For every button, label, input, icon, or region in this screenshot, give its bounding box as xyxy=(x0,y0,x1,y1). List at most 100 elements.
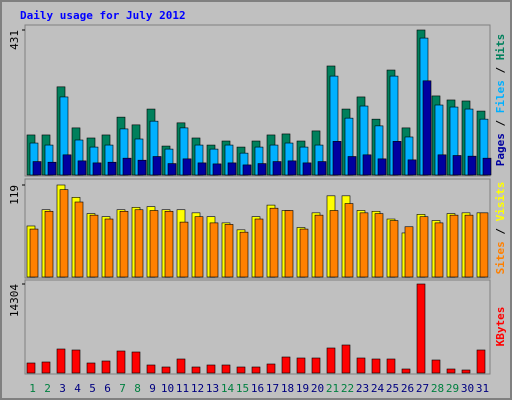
bar xyxy=(326,347,336,374)
bar xyxy=(197,162,207,176)
bar xyxy=(92,162,102,176)
legend-entry: Sites xyxy=(494,241,507,274)
legend-entry: Visits xyxy=(494,182,507,222)
bar xyxy=(224,224,234,278)
bar xyxy=(62,154,72,176)
bar xyxy=(371,358,381,374)
bar xyxy=(137,159,147,176)
x-tick-label: 17 xyxy=(266,382,279,395)
x-tick-label: 16 xyxy=(251,382,264,395)
bar xyxy=(74,201,84,278)
bar xyxy=(131,351,141,374)
bar xyxy=(89,214,99,278)
x-tick-label: 30 xyxy=(461,382,474,395)
bar xyxy=(152,156,162,176)
bar xyxy=(194,216,204,278)
bar xyxy=(44,210,54,278)
bar xyxy=(251,366,261,374)
bar xyxy=(167,163,177,176)
x-tick-label: 10 xyxy=(161,382,174,395)
x-tick-label: 9 xyxy=(149,382,156,395)
x-tick-label: 26 xyxy=(401,382,414,395)
x-tick-label: 25 xyxy=(386,382,399,395)
bar xyxy=(272,161,282,176)
bar xyxy=(464,214,474,278)
bar xyxy=(452,155,462,176)
bar xyxy=(341,344,351,374)
bar xyxy=(209,222,219,278)
x-tick-label: 14 xyxy=(221,382,235,395)
x-tick-label: 21 xyxy=(326,382,339,395)
x-tick-label: 3 xyxy=(59,382,66,395)
x-tick-label: 28 xyxy=(431,382,444,395)
bar xyxy=(476,349,486,374)
bar xyxy=(107,161,117,176)
legend-entry: Pages xyxy=(494,133,507,166)
bar xyxy=(404,226,414,278)
x-tick-label: 11 xyxy=(176,382,189,395)
legend-entry: Hits xyxy=(494,34,507,61)
x-tick-label: 4 xyxy=(74,382,81,395)
bar xyxy=(419,216,429,278)
bar xyxy=(104,218,114,278)
bar xyxy=(314,214,324,278)
legend-entry: Files xyxy=(494,80,507,113)
bar xyxy=(269,207,279,278)
bar xyxy=(329,210,339,278)
x-tick-label: 1 xyxy=(29,382,36,395)
x-tick-label: 7 xyxy=(119,382,126,395)
legend: Sites / Visits xyxy=(494,182,507,275)
x-tick-label: 8 xyxy=(134,382,141,395)
bar xyxy=(146,364,156,374)
bar xyxy=(242,164,252,176)
panel xyxy=(24,279,491,375)
bar xyxy=(362,154,372,176)
bar xyxy=(236,366,246,374)
bar xyxy=(284,210,294,278)
bar xyxy=(281,356,291,374)
x-tick-label: 6 xyxy=(104,382,111,395)
bar xyxy=(161,366,171,374)
y-tick-label: 119 xyxy=(8,185,21,205)
bar xyxy=(434,222,444,278)
bar xyxy=(227,162,237,176)
bar xyxy=(32,161,42,176)
chart-title: Daily usage for July 2012 xyxy=(20,9,186,22)
legend-entry: KBytes xyxy=(494,307,507,347)
bar xyxy=(176,358,186,374)
bar xyxy=(77,160,87,176)
bar xyxy=(71,349,81,374)
bar xyxy=(296,357,306,374)
legend-separator: / xyxy=(494,113,507,133)
bar xyxy=(389,220,399,278)
legend: KBytes xyxy=(494,307,507,347)
bar xyxy=(431,359,441,374)
x-tick-label: 12 xyxy=(191,382,204,395)
x-tick-label: 20 xyxy=(311,382,324,395)
bar xyxy=(134,209,144,278)
bar xyxy=(26,362,36,374)
bar xyxy=(422,80,432,176)
legend-separator: / xyxy=(494,221,507,241)
x-tick-label: 23 xyxy=(356,382,369,395)
bar xyxy=(401,368,411,374)
bar xyxy=(164,210,174,278)
x-tick-label: 27 xyxy=(416,382,429,395)
x-tick-label: 2 xyxy=(44,382,51,395)
bar xyxy=(206,364,216,374)
bar xyxy=(479,212,489,278)
bar xyxy=(467,155,477,176)
bar xyxy=(407,159,417,176)
bar xyxy=(47,161,57,176)
bar xyxy=(332,141,342,176)
x-tick-label: 5 xyxy=(89,382,96,395)
bar xyxy=(302,162,312,176)
bar xyxy=(59,189,69,278)
x-tick-label: 29 xyxy=(446,382,459,395)
bar xyxy=(311,357,321,374)
x-tick-label: 18 xyxy=(281,382,294,395)
bar xyxy=(347,156,357,176)
bar xyxy=(29,228,39,278)
